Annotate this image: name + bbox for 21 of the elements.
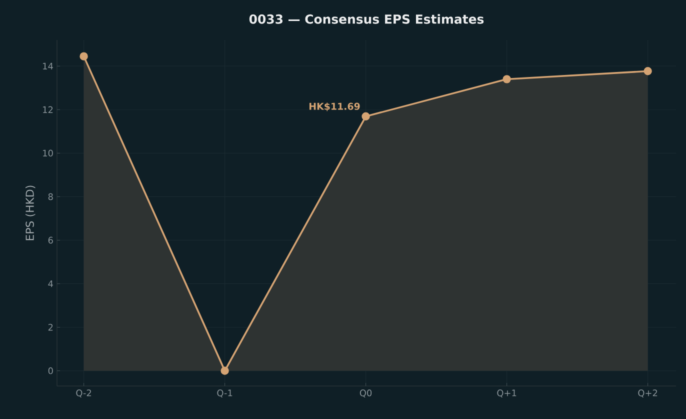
annotation: HK$11.69	[309, 102, 360, 112]
y-tick-label: 6	[48, 236, 53, 244]
point	[644, 67, 652, 76]
y-axis-title: EPS (HKD)	[25, 186, 36, 240]
y-tick-label: 14	[43, 62, 53, 70]
x-tick-label: Q+1	[497, 390, 516, 398]
point	[220, 366, 229, 375]
y-tick-label: 10	[43, 150, 53, 157]
y-tick-label: 12	[43, 106, 53, 113]
y-tick-label: 8	[48, 193, 53, 200]
y-tick-label: 0	[48, 367, 53, 374]
x-tick-label: Q+2	[638, 390, 658, 398]
y-tick-label: 4	[48, 280, 53, 287]
y-tick-label: 2	[48, 324, 53, 331]
point	[502, 75, 511, 84]
x-tick-label: Q-2	[76, 390, 92, 398]
point	[80, 52, 88, 60]
x-tick-label: Q-1	[217, 390, 232, 398]
point	[362, 112, 370, 120]
chart-title: 0033 — Consensus EPS Estimates	[249, 14, 484, 24]
x-tick-label: Q0	[360, 390, 372, 398]
